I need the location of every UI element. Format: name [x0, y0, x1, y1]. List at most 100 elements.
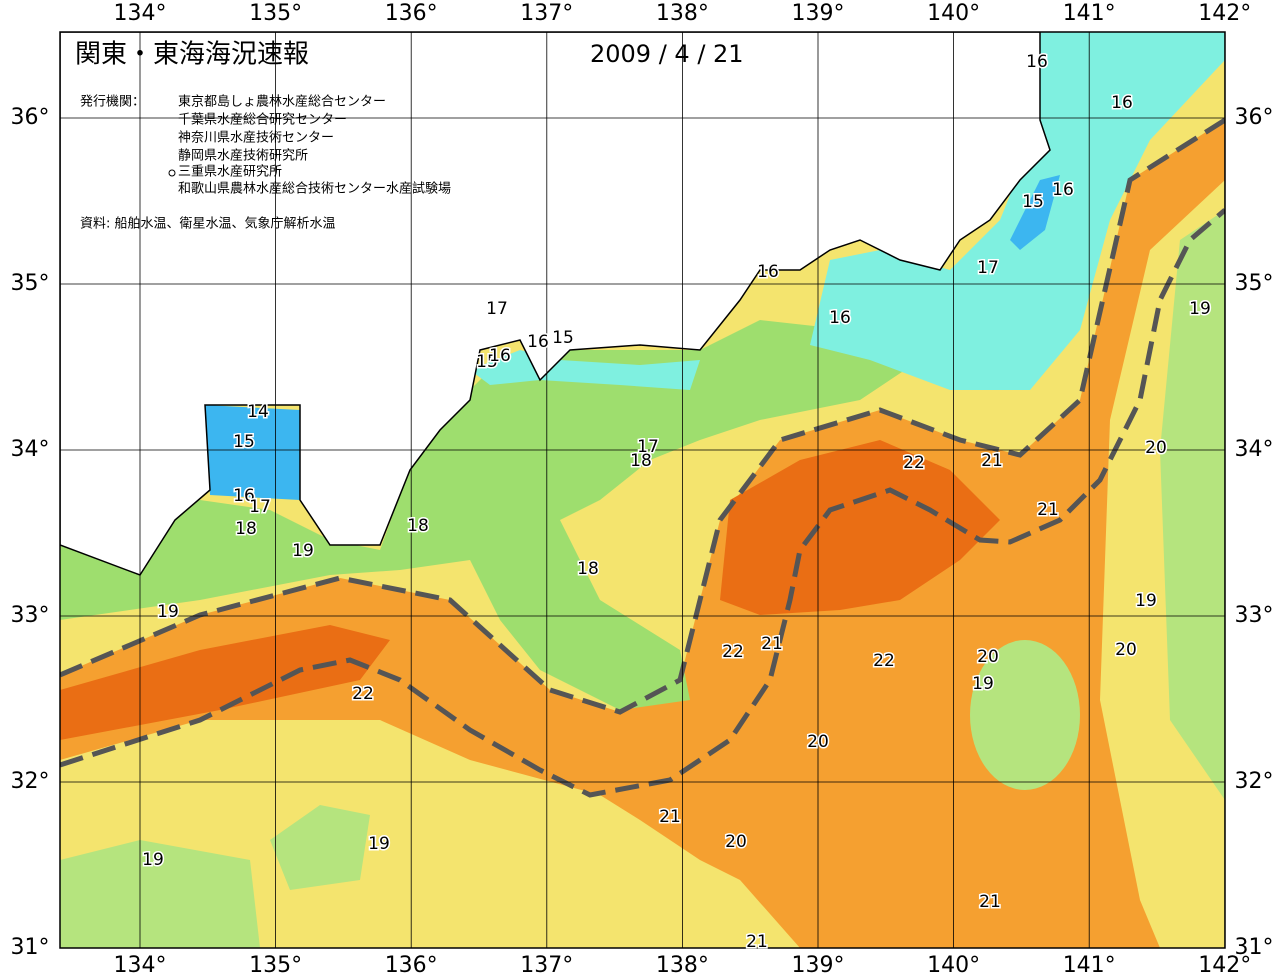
contour-label: 19 — [972, 674, 994, 694]
lon-label: 135° — [249, 953, 302, 978]
lat-label: 31° — [11, 935, 50, 960]
zone-15 — [1010, 175, 1060, 250]
contour-label: 19 — [1135, 591, 1157, 611]
contour-label: 17 — [249, 497, 271, 517]
zone-green — [270, 805, 370, 890]
current-axis — [60, 117, 1225, 715]
source: 資料: 船舶水温、衛星水温、気象庁解析水温 — [80, 216, 336, 232]
sea-surface — [60, 32, 1225, 948]
frame — [59, 31, 1226, 949]
contour-label: 19 — [142, 850, 164, 870]
lon-label: 141° — [1063, 1, 1116, 26]
contour-label: 20 — [1115, 640, 1137, 660]
contour-label: 16 — [757, 262, 779, 282]
contour-label: 21 — [1037, 500, 1059, 520]
contour-label: 19 — [292, 541, 314, 561]
contour-label: 21 — [979, 892, 1001, 912]
contour-label: 20 — [1145, 438, 1167, 458]
lat-label: 34° — [11, 437, 50, 462]
zone-18 — [60, 320, 950, 710]
contour-label: 19 — [1189, 299, 1211, 319]
lon-label: 136° — [385, 953, 438, 978]
contour-label: 16 — [1111, 93, 1133, 113]
contour-label: 17 — [637, 437, 659, 457]
contour-label: 20 — [725, 832, 747, 852]
lon-label: 138° — [656, 1, 709, 26]
contour-label: 14 — [247, 402, 269, 422]
lat-label: 32° — [1235, 769, 1274, 794]
lon-label: 140° — [927, 1, 980, 26]
contour-label: 15 — [1022, 192, 1044, 212]
lon-label: 140° — [927, 953, 980, 978]
contour-label: 21 — [981, 451, 1003, 471]
zone-green — [60, 840, 260, 948]
contour-label: 21 — [746, 932, 768, 952]
contour-label: 22 — [903, 453, 925, 473]
zone-21 — [60, 120, 1225, 948]
zone-green — [970, 640, 1080, 790]
contour-label: 16 — [1052, 180, 1074, 200]
lat-label: 33° — [11, 603, 50, 628]
publisher: 千葉県水産総合研究センター — [178, 112, 347, 128]
title: 関東・東海海況速報 — [75, 40, 309, 70]
zone-15 — [205, 405, 300, 500]
contour-label: 22 — [873, 651, 895, 671]
publisher: 三重県水産研究所 — [178, 164, 282, 180]
contour-label: 17 — [977, 258, 999, 278]
publisher: 和歌山県農林水産総合技術センター水産試験場 — [178, 181, 451, 197]
lon-label: 138° — [656, 953, 709, 978]
contour-label: 16 — [489, 346, 511, 366]
lon-label: 137° — [520, 1, 573, 26]
contour-label: 18 — [630, 451, 652, 471]
land — [60, 32, 1051, 576]
contour-label: 18 — [577, 559, 599, 579]
publisher: 東京都島しょ農林水産総合センター — [178, 94, 386, 110]
lat-label: 32° — [11, 769, 50, 794]
publisher-list: 東京都島しょ農林水産総合センター千葉県水産総合研究センター神奈川県水産技術センタ… — [178, 94, 451, 197]
contour-label: 16 — [233, 486, 255, 506]
lon-label: 137° — [520, 953, 573, 978]
zone-16 — [810, 32, 1225, 390]
lat-label: 33° — [1235, 603, 1274, 628]
lon-label: 135° — [249, 1, 302, 26]
zone-16 — [470, 350, 700, 390]
contour-label: 16 — [829, 308, 851, 328]
publisher: 神奈川県水産技術センター — [178, 130, 334, 146]
contour-label: 21 — [761, 634, 783, 654]
lon-label: 134° — [114, 953, 167, 978]
contour-label: 20 — [977, 647, 999, 667]
contour-label: 17 — [486, 299, 508, 319]
date: 2009 / 4 / 21 — [590, 40, 744, 68]
lat-label: 36° — [1235, 105, 1274, 130]
publisher-label: 発行機関： — [80, 95, 145, 110]
lon-label: 141° — [1063, 953, 1116, 978]
contour-label: 22 — [352, 684, 374, 704]
contour-label: 18 — [235, 519, 257, 539]
lon-label: 142° — [1198, 953, 1251, 978]
contour-label: 18 — [407, 516, 429, 536]
lon-label: 142° — [1198, 1, 1251, 26]
lat-label: 35° — [1235, 271, 1274, 296]
lat-label: 34° — [1235, 437, 1274, 462]
lat-label: 36° — [11, 105, 50, 130]
publisher: 静岡県水産技術研究所 — [178, 148, 308, 164]
lon-label: 139° — [792, 953, 845, 978]
contour-label: 19 — [157, 602, 179, 622]
zone-22 — [720, 440, 1000, 615]
zone-green — [1160, 210, 1225, 800]
contour-label: 19 — [368, 834, 390, 854]
lon-label: 136° — [385, 1, 438, 26]
lon-label: 139° — [792, 1, 845, 26]
contour-label: 15 — [552, 328, 574, 348]
marker — [168, 169, 176, 177]
contour-label: 15 — [233, 432, 255, 452]
current-axis — [60, 208, 1225, 798]
zone-22 — [60, 625, 390, 740]
lon-label: 134° — [114, 1, 167, 26]
lat-label: 31° — [1235, 935, 1274, 960]
contour-label: 20 — [807, 732, 829, 752]
contour-label: 16 — [1026, 52, 1048, 72]
contour-label: 21 — [659, 807, 681, 827]
